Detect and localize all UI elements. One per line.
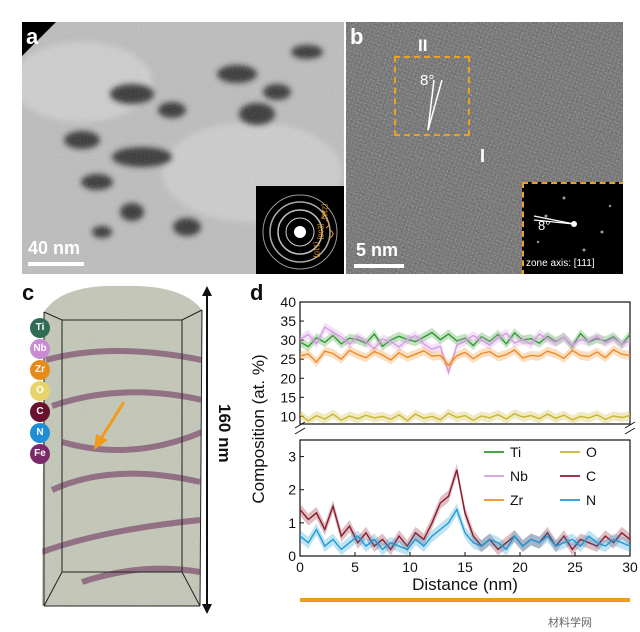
panel-b-label: b	[350, 24, 364, 49]
scale-bar-b	[354, 264, 404, 268]
panel-b-hrtem-image: b II 8° I 8° zone axis: [111] 5 nm	[346, 22, 623, 274]
lower-ytick-label: 1	[288, 515, 296, 531]
series-band-n	[300, 503, 630, 556]
legend-label-o: O	[586, 444, 597, 460]
region-ii-box	[394, 56, 470, 136]
xtick-label: 20	[512, 559, 528, 575]
element-badge-ti: Ti	[30, 318, 50, 338]
saed-ring-labels: {211} {200} {110}	[312, 204, 342, 260]
lower-ytick-label: 3	[288, 449, 296, 465]
saed-label-200: {200}	[316, 223, 324, 240]
upper-ytick-label: 15	[280, 389, 296, 405]
upper-ytick-label: 35	[280, 313, 296, 329]
x-axis-label: Distance (nm)	[412, 575, 518, 594]
scale-bar-a-label: 40 nm	[28, 238, 81, 258]
upper-ytick-label: 10	[280, 408, 296, 424]
element-badge-c: C	[30, 402, 50, 422]
xtick-label: 5	[351, 559, 359, 575]
series-line-o	[299, 412, 631, 422]
panel-d-label: d	[250, 282, 264, 305]
saed-inset: {211} {200} {110}	[256, 186, 344, 274]
upper-plot-frame	[299, 301, 631, 425]
region-i-label: I	[480, 146, 486, 166]
angle-lines	[427, 79, 443, 131]
series-line-c	[299, 469, 631, 551]
apt-volume	[42, 285, 212, 614]
element-badge-n: N	[30, 423, 50, 443]
panel-c-apt-reconstruction: c Ti Nb Zr O C N Fe 160 nm	[22, 282, 240, 616]
fft-pattern	[533, 196, 612, 252]
series-line-zr	[299, 348, 631, 367]
zone-axis-label: zone axis: [111]	[526, 258, 595, 269]
angle-label: 8°	[420, 72, 435, 89]
scale-bar-b-label: 5 nm	[356, 240, 399, 260]
xtick-label: 30	[622, 559, 638, 575]
saed-label-110: {110}	[312, 241, 320, 258]
lower-ytick-label: 0	[288, 548, 296, 564]
lower-ytick-label: 2	[288, 482, 296, 498]
scale-bar-a	[28, 262, 84, 266]
fft-inset: 8° zone axis: [111]	[522, 182, 623, 274]
xtick-label: 0	[296, 559, 304, 575]
fft-angle-label: 8°	[538, 218, 551, 233]
panel-a-tem-image: a 40 nm {211} {200} {110}	[22, 22, 344, 274]
panel-a-label: a	[26, 24, 39, 49]
saed-pattern	[262, 194, 338, 270]
axis-break-right	[624, 421, 636, 435]
legend-label-n: N	[586, 492, 596, 508]
legend-label-c: C	[586, 468, 596, 484]
region-ii-label: II	[418, 36, 428, 55]
legend-label-ti: Ti	[510, 444, 521, 460]
watermark: 材料学网	[548, 617, 592, 629]
legend-label-zr: Zr	[510, 492, 524, 508]
upper-ytick-label: 40	[280, 294, 296, 310]
saed-label-211: {211}	[320, 203, 328, 220]
series-band-nb	[300, 322, 630, 378]
panel-d-composition-profile: d 10 15 20 25 30 35 40 0 1 2 3 0 5 10 15 20 25 30 Distance…	[244, 282, 640, 632]
y-axis-label: Composition (at. %)	[249, 354, 268, 503]
series-line-nb	[299, 326, 631, 375]
axis-break-left	[294, 421, 306, 435]
xtick-label: 10	[402, 559, 418, 575]
xtick-label: 15	[457, 559, 473, 575]
upper-ytick-label: 25	[280, 351, 296, 367]
upper-ytick-label: 20	[280, 370, 296, 386]
legend-label-nb: Nb	[510, 468, 528, 484]
height-label: 160 nm	[215, 404, 234, 463]
element-badge-o: O	[30, 381, 50, 401]
xtick-label: 25	[567, 559, 583, 575]
element-badge-zr: Zr	[30, 360, 50, 380]
tem-micrograph	[22, 22, 344, 274]
series-line-n	[299, 507, 631, 551]
panel-c-label: c	[22, 282, 35, 305]
element-badge-nb: Nb	[30, 339, 50, 359]
series-band-zr	[300, 345, 630, 370]
upper-ytick-label: 30	[280, 332, 296, 348]
element-badge-fe: Fe	[30, 444, 50, 464]
